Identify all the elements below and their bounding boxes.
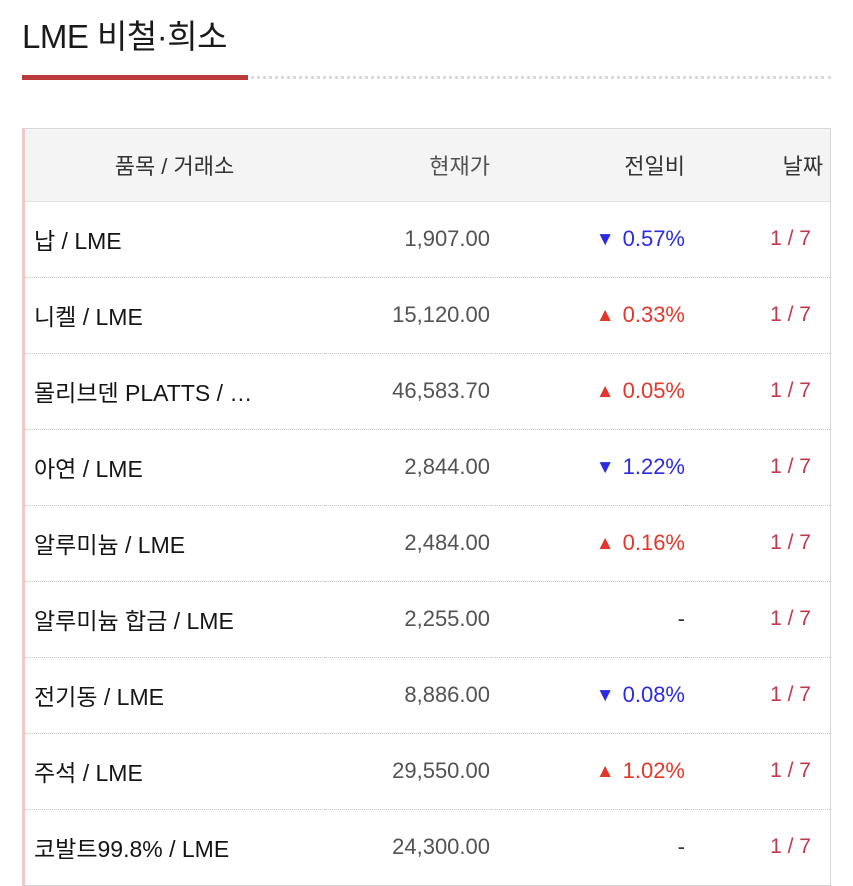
column-header-current-price: 현재가 [325,128,491,202]
down-triangle-icon: ▼ [595,685,615,707]
change-percent-text: - [677,834,685,860]
up-triangle-icon: ▲ [595,381,615,403]
table-row: 몰리브덴 PLATTS / … 46,583.70 ▲ 0.05% 1 / 7 [25,352,830,430]
date-value: 1 / 7 [686,504,830,582]
daily-change-value: ▼ 0.08% [491,656,686,734]
current-price-value: 24,300.00 [325,808,491,885]
column-header-daily-change: 전일비 [491,128,686,202]
current-price-value: 2,484.00 [325,504,491,582]
table-row: 알루미늄 합금 / LME 2,255.00 -1 / 7 [25,580,830,658]
item-exchange-link[interactable]: 주석 / LME [25,732,325,810]
item-exchange-link[interactable]: 아연 / LME [25,428,325,506]
daily-change-value: ▲ 1.02% [491,732,686,810]
table-row: 니켈 / LME 15,120.00 ▲ 0.33% 1 / 7 [25,276,830,354]
date-value: 1 / 7 [686,808,830,885]
item-exchange-link[interactable]: 니켈 / LME [25,276,325,354]
date-value: 1 / 7 [686,580,830,658]
daily-change-value: ▼ 1.22% [491,428,686,506]
daily-change-value: - [491,580,686,658]
current-price-value: 2,844.00 [325,428,491,506]
item-exchange-link[interactable]: 전기동 / LME [25,656,325,734]
change-percent-text: - [677,606,685,632]
up-triangle-icon: ▲ [595,761,615,783]
up-triangle-icon: ▲ [595,305,615,327]
item-exchange-link[interactable]: 알루미늄 합금 / LME [25,580,325,658]
red-accent-bar [22,74,248,80]
current-price-value: 15,120.00 [325,276,491,354]
column-header-item-exchange: 품목 / 거래소 [25,128,325,202]
title-underline [22,74,831,80]
date-value: 1 / 7 [686,428,830,506]
change-percent-text: 1.02% [622,758,685,784]
change-percent-text: 0.08% [622,682,685,708]
change-percent-text: 0.05% [622,378,685,404]
date-value: 1 / 7 [686,656,830,734]
column-header-date: 날짜 [686,128,830,202]
change-percent-text: 0.57% [622,226,685,252]
table-row: 알루미늄 / LME 2,484.00 ▲ 0.16% 1 / 7 [25,504,830,582]
change-percent-text: 0.16% [622,530,685,556]
date-value: 1 / 7 [686,276,830,354]
table-row: 아연 / LME 2,844.00 ▼ 1.22% 1 / 7 [25,428,830,506]
date-value: 1 / 7 [686,352,830,430]
table-body: 납 / LME 1,907.00 ▼ 0.57% 1 / 7 니켈 / LME 15,120… [25,201,830,885]
daily-change-value: ▲ 0.33% [491,276,686,354]
dotted-rule [22,75,831,79]
page-title: LME 비철·희소 [22,18,227,55]
table-row: 코발트99.8% / LME 24,300.00 -1 / 7 [25,808,830,885]
date-value: 1 / 7 [770,227,811,251]
date-value: 1 / 7 [686,732,830,810]
commodity-price-table: 품목 / 거래소 현재가 전일비 날짜 납 / LME 1,907.00 ▼ 0.57… [22,127,831,886]
up-triangle-icon: ▲ [595,533,615,555]
item-exchange-link[interactable]: 몰리브덴 PLATTS / … [25,352,325,430]
table-row: 주석 / LME 29,550.00 ▲ 1.02% 1 / 7 [25,732,830,810]
current-price-value: 8,886.00 [325,656,491,734]
price-table: 품목 / 거래소 현재가 전일비 날짜 납 / LME 1,907.00 ▼ 0.57… [25,128,830,885]
item-exchange-link[interactable]: 납 / LME [34,228,122,255]
current-price-value: 29,550.00 [325,732,491,810]
table-row: 납 / LME 1,907.00 ▼ 0.57% 1 / 7 [25,201,830,277]
item-exchange-link[interactable]: 코발트99.8% / LME [25,808,325,885]
change-percent-text: 1.22% [622,454,685,480]
current-price-value: 1,907.00 [404,226,490,252]
change-percent-text: 0.33% [622,302,685,328]
daily-change-value: ▲ 0.05% [491,352,686,430]
current-price-value: 2,255.00 [325,580,491,658]
table-row: 전기동 / LME 8,886.00 ▼ 0.08% 1 / 7 [25,656,830,734]
current-price-value: 46,583.70 [325,352,491,430]
table-header-row: 품목 / 거래소 현재가 전일비 날짜 [25,128,830,202]
down-triangle-icon: ▼ [595,457,615,479]
daily-change-value: ▲ 0.16% [491,504,686,582]
item-exchange-link[interactable]: 알루미늄 / LME [25,504,325,582]
daily-change-value: ▼ 0.57% [491,201,686,277]
daily-change-value: - [491,808,686,885]
down-triangle-icon: ▼ [595,229,615,251]
